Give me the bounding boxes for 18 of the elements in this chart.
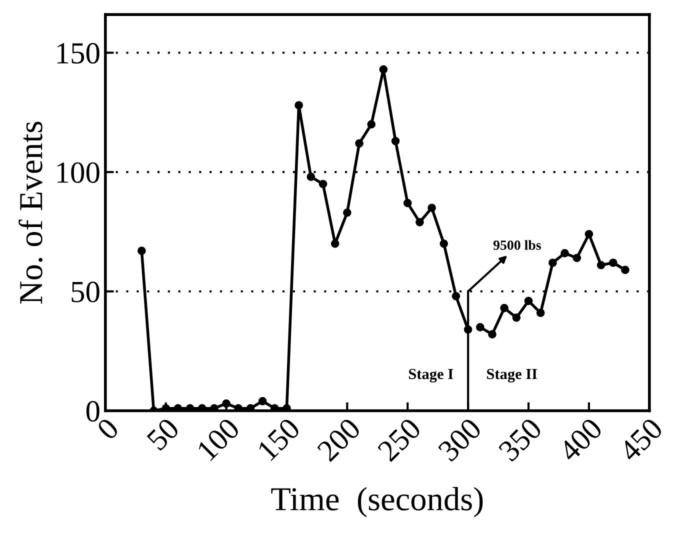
y-tick-label: 50 <box>72 282 100 302</box>
x-tick-label: 400 <box>558 417 604 463</box>
x-tick-label: 350 <box>498 417 543 462</box>
x-tick-label: 50 <box>146 417 180 452</box>
y-tick-label: 100 <box>57 162 100 183</box>
x-axis-title: Time (seconds) <box>271 487 483 518</box>
x-tick-label: 450 <box>618 417 664 463</box>
annotation: Stage II <box>487 368 538 382</box>
y-tick-label: 150 <box>57 43 100 64</box>
x-tick-label: 250 <box>376 417 422 462</box>
annotation: 9500 lbs <box>493 240 541 250</box>
x-tick-label: 200 <box>316 417 362 462</box>
y-tick-label: 0 <box>86 401 100 422</box>
y-axis-title: No. of Events <box>18 122 43 304</box>
x-tick-label: 100 <box>196 417 241 462</box>
annotation: Stage I <box>408 368 454 382</box>
x-tick-label: 150 <box>256 417 302 462</box>
x-tick-label: 300 <box>437 417 482 462</box>
